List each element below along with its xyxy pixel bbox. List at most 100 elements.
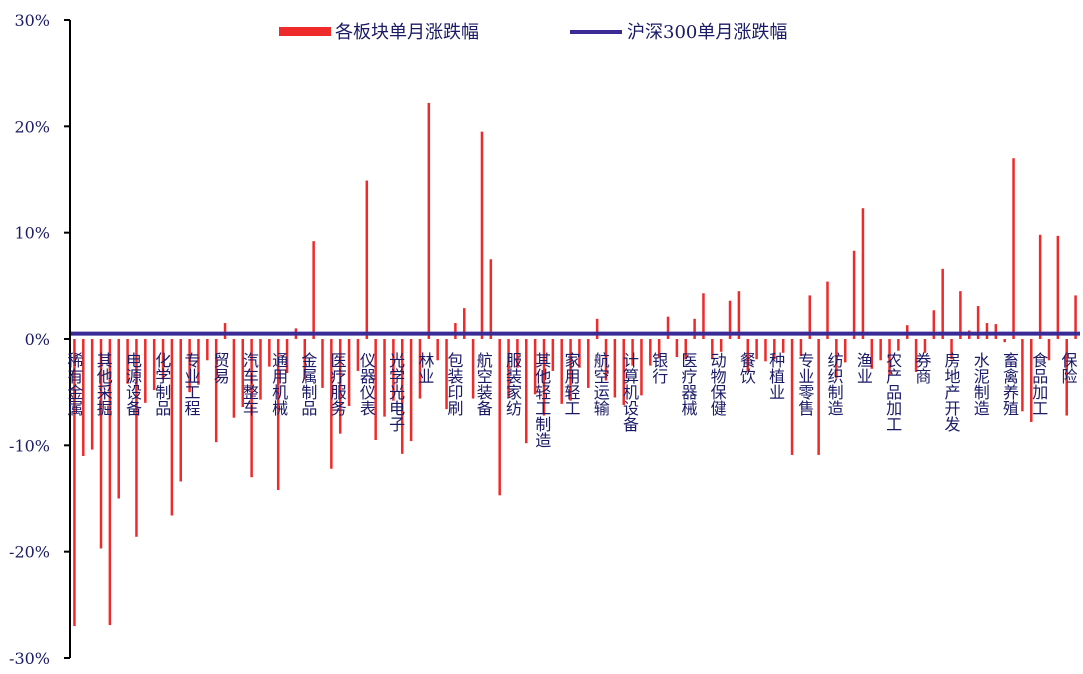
category-label: 电源设备 xyxy=(123,352,142,416)
bar xyxy=(773,339,776,360)
bar xyxy=(737,291,741,339)
bar xyxy=(170,339,174,516)
y-tick-label: 10% xyxy=(14,224,50,243)
bar xyxy=(640,339,643,396)
bar xyxy=(702,293,705,339)
bar xyxy=(338,339,342,434)
bar xyxy=(631,339,634,366)
bar xyxy=(587,339,590,388)
bar xyxy=(870,339,874,369)
category-label: 包装印刷 xyxy=(445,352,464,416)
category-label: 林业 xyxy=(415,352,434,384)
category-label: 服装家纺 xyxy=(503,352,522,417)
bar xyxy=(312,241,315,339)
bar xyxy=(861,208,865,339)
bar xyxy=(835,339,838,379)
bar xyxy=(161,339,165,380)
category-label: 银行 xyxy=(649,352,668,385)
y-tick-label: 20% xyxy=(14,117,50,136)
bar xyxy=(719,339,723,352)
y-tick-label: 0% xyxy=(25,330,50,349)
category-label: 家用轻工 xyxy=(562,352,581,416)
bar xyxy=(826,281,829,339)
bar xyxy=(542,339,546,416)
category-label: 种植业 xyxy=(766,352,785,400)
bar xyxy=(303,339,307,380)
bars-layer xyxy=(73,102,1077,627)
bar xyxy=(356,339,360,371)
bar xyxy=(843,339,847,363)
bar xyxy=(1038,234,1042,339)
bar xyxy=(365,180,369,339)
bar xyxy=(276,339,280,490)
bar xyxy=(135,339,138,537)
bar xyxy=(90,339,94,450)
category-label: 贸易 xyxy=(211,352,230,385)
category-label: 化学制品 xyxy=(152,352,171,416)
bar xyxy=(622,339,625,405)
bar xyxy=(347,339,351,406)
bar xyxy=(445,339,448,410)
bar xyxy=(427,102,431,339)
bar xyxy=(285,339,289,374)
category-label: 通用机械 xyxy=(269,352,288,416)
bar xyxy=(480,131,484,339)
bar xyxy=(693,318,696,339)
category-label: 专业工程 xyxy=(181,352,200,416)
bar xyxy=(533,339,537,395)
bar xyxy=(516,339,519,368)
category-label: 航空装备 xyxy=(474,352,493,416)
y-tick-label: 30% xyxy=(14,11,50,30)
bar xyxy=(976,306,980,339)
category-label: 券商 xyxy=(912,352,931,384)
bar xyxy=(525,339,528,444)
bar xyxy=(1021,339,1024,412)
bar xyxy=(994,324,998,339)
legend-line-label: 沪深300单月涨跌幅 xyxy=(627,22,787,43)
bar xyxy=(392,339,395,401)
bar xyxy=(241,339,245,408)
bar xyxy=(418,339,422,399)
bar xyxy=(250,339,253,478)
bar xyxy=(144,339,147,403)
bar xyxy=(463,308,466,339)
y-tick-label: -30% xyxy=(9,649,50,668)
bar xyxy=(728,300,732,339)
bar xyxy=(852,250,856,339)
bar xyxy=(950,339,953,360)
bar xyxy=(1012,158,1015,339)
bar xyxy=(489,259,493,339)
category-label: 保险 xyxy=(1059,352,1078,384)
bar xyxy=(223,323,227,339)
bar xyxy=(755,339,758,360)
bar xyxy=(1056,235,1060,339)
bar xyxy=(117,339,120,499)
legend-bar-swatch xyxy=(279,27,331,36)
category-labels: 稀有金属 其他采掘 电源设备 化学制品 专业工程 贸易 汽车整车 通用机械 金属制品 医疗服务 仪器… xyxy=(65,352,1078,448)
bar xyxy=(879,339,882,361)
bar xyxy=(409,339,413,442)
bar xyxy=(374,339,377,441)
category-label: 专业零售 xyxy=(795,352,814,416)
bar xyxy=(99,339,103,549)
bar xyxy=(932,310,936,339)
bar xyxy=(808,295,812,339)
bar xyxy=(675,339,679,358)
category-label: 房地产开发 xyxy=(942,352,961,432)
y-tick-label: -10% xyxy=(9,436,50,455)
bar xyxy=(888,339,891,376)
bar xyxy=(604,339,608,381)
bar xyxy=(197,339,200,385)
bar xyxy=(507,339,510,398)
bar xyxy=(232,339,236,418)
bar xyxy=(817,339,820,455)
bar xyxy=(214,339,218,443)
bar xyxy=(985,323,989,339)
category-label: 航空运输 xyxy=(591,352,610,416)
bar xyxy=(595,318,599,339)
bar xyxy=(471,339,475,399)
bar xyxy=(959,291,962,339)
category-label: 计算机设备 xyxy=(620,352,639,432)
